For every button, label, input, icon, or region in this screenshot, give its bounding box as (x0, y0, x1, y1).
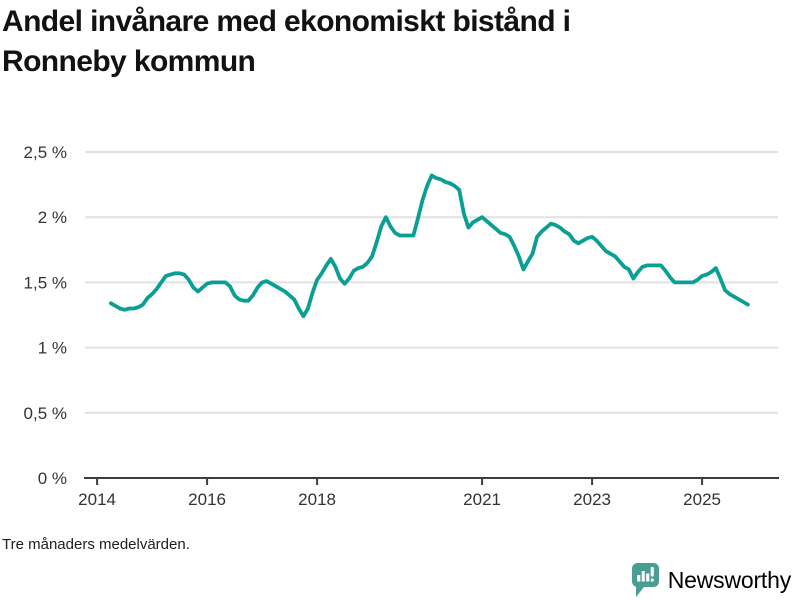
newsworthy-chart-bubble-icon (631, 563, 659, 597)
chart-title: Andel invånare med ekonomiskt bistånd i … (2, 5, 571, 78)
speech-bubble-shape (631, 563, 659, 597)
footnote: Tre månaders medelvärden. (2, 536, 190, 553)
x-tick-label: 2021 (463, 490, 501, 509)
plot-area: 0 % 0,5 % 1 % 1,5 % 2 % 2,5 % 2014 2016 2018 2021… (24, 143, 779, 509)
x-tick-label: 2018 (298, 490, 336, 509)
y-tick-label: 0 % (38, 469, 67, 488)
x-tick-label: 2023 (573, 490, 611, 509)
data-line (109, 173, 750, 319)
y-tick-label: 1 % (38, 339, 67, 358)
y-tick-label: 1,5 % (24, 273, 67, 292)
newsworthy-wordmark: Newsworthy (667, 567, 791, 593)
x-tick-label: 2016 (188, 490, 226, 509)
y-tick-label: 2 % (38, 208, 67, 227)
x-tick-label: 2014 (78, 490, 116, 509)
x-tick-label: 2025 (683, 490, 721, 509)
y-tick-label: 0,5 % (24, 404, 67, 423)
y-tick-label: 2,5 % (24, 143, 67, 162)
branding: Newsworthy (631, 562, 791, 598)
bar-chart-glyph (636, 567, 654, 582)
